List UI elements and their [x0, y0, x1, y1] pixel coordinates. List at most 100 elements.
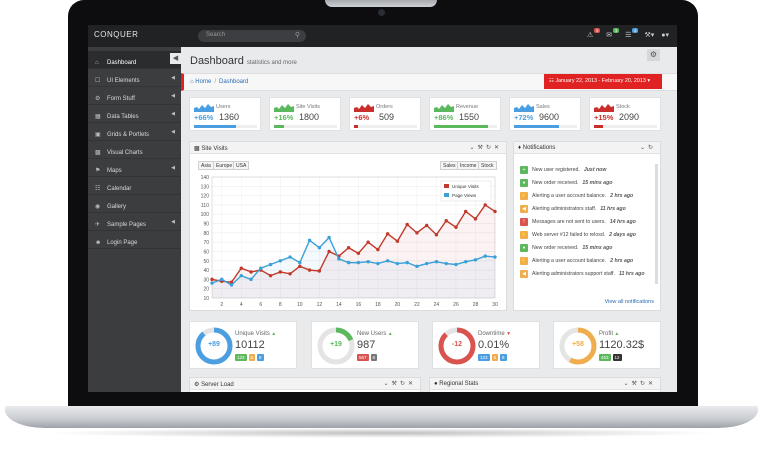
- search-input[interactable]: Search ⚲: [198, 30, 306, 42]
- breadcrumb-current[interactable]: Dashboard: [218, 79, 249, 85]
- data-point: [405, 222, 409, 227]
- user-menu-icon[interactable]: ●▾: [661, 32, 669, 39]
- sidebar-item-maps[interactable]: ⚑ Maps ◀: [88, 159, 181, 177]
- chevron-left-icon: ◀: [171, 111, 175, 117]
- sidebar-toggle-button[interactable]: ◀: [170, 53, 181, 64]
- stat-tile[interactable]: Stock +15% 2090: [589, 97, 661, 131]
- warning-icon[interactable]: ⚠ 5: [587, 28, 601, 39]
- close-icon[interactable]: ✕: [647, 381, 656, 387]
- data-point: [454, 225, 458, 229]
- stat-percent: +6%: [354, 113, 370, 122]
- notification-item[interactable]: ! Messages are not sent to users. 14 hrs a…: [520, 215, 648, 228]
- wrench-icon[interactable]: ⚒▾: [644, 32, 655, 39]
- wrench-icon[interactable]: ⚒: [631, 381, 640, 387]
- notification-item[interactable]: ⚡ Web server #12 failed to relosd. 2 days …: [520, 228, 648, 241]
- data-point: [298, 260, 302, 265]
- data-point: [307, 268, 312, 272]
- sidebar-item-grids[interactable]: ▣ Grids & Portlets ◀: [88, 123, 181, 141]
- y-tick-label: 10: [203, 296, 209, 302]
- notification-item[interactable]: ◀ Alerting administrators staff. 11 hrs ag…: [520, 202, 648, 215]
- sidebar-item-gallery[interactable]: ◉ Gallery: [88, 195, 181, 213]
- bell-icon: ♦: [520, 178, 528, 187]
- x-tick-label: 20: [395, 302, 401, 308]
- date-range-button[interactable]: ☷ January 22, 2013 - February 20, 2013 ▾: [544, 74, 662, 89]
- sidebar-item-data-tables[interactable]: ▦ Data Tables ◀: [88, 105, 181, 123]
- close-icon[interactable]: ✕: [407, 381, 416, 387]
- sidebar-item-ui-elements[interactable]: ☐ UI Elements ◀: [88, 69, 181, 87]
- y-tick-label: 30: [203, 277, 209, 283]
- app-logo[interactable]: CONQUER: [94, 30, 139, 39]
- reload-icon[interactable]: ↻: [485, 145, 494, 151]
- wrench-icon[interactable]: ⚒: [477, 145, 486, 151]
- inbox-icon[interactable]: ✉ 3: [606, 28, 620, 39]
- cogs-icon: ⚙: [95, 96, 101, 102]
- stat-tile[interactable]: Revenue +86% 1550: [429, 97, 501, 131]
- notification-item[interactable]: ⚡ Alerting a user account balance. 2 hrs a…: [520, 189, 648, 202]
- reload-icon[interactable]: ↻: [399, 381, 408, 387]
- data-point: [405, 260, 409, 265]
- notification-text: Alerting a user account balance.: [532, 257, 607, 264]
- circle-label: Unique Visits ▲: [235, 331, 276, 337]
- tab-income[interactable]: Income: [457, 161, 480, 170]
- stat-progress-bar: [194, 125, 257, 128]
- wrench-icon[interactable]: ⚒: [391, 381, 400, 387]
- notification-time: 2 days ago: [609, 231, 636, 238]
- stat-tile[interactable]: Orders +6% 509: [349, 97, 421, 131]
- x-tick-label: 24: [434, 302, 440, 308]
- tab-sales[interactable]: Sales: [440, 161, 459, 170]
- view-all-notifications-link[interactable]: View all notifications: [604, 299, 654, 305]
- tab-asia[interactable]: Asia: [198, 161, 214, 170]
- chevron-down-icon[interactable]: ⌄: [639, 145, 648, 151]
- search-placeholder: Search: [206, 32, 226, 38]
- server-load-title: Server Load: [201, 382, 234, 388]
- reload-icon[interactable]: ↻: [639, 381, 648, 387]
- site-visits-title: Site Visits: [201, 146, 228, 152]
- search-icon[interactable]: ⚲: [294, 32, 300, 39]
- circle-badge: 123: [478, 354, 490, 361]
- notification-item[interactable]: + New user registered. Just now: [520, 163, 648, 176]
- circle-stat-tile[interactable]: +58 Profit ▲ 1120.32$ 453 12: [553, 321, 661, 369]
- sidebar-item-visual-charts[interactable]: ▩ Visual Charts: [88, 141, 181, 159]
- stat-tile[interactable]: Sales +72% 9600: [509, 97, 581, 131]
- notification-time: 15 mins ago: [582, 244, 613, 251]
- chevron-down-icon[interactable]: ⌄: [623, 381, 632, 387]
- tab-europe[interactable]: Europe: [213, 161, 236, 170]
- circle-badge: 453: [599, 354, 611, 361]
- sidebar-item-dashboard[interactable]: ⌂ Dashboard: [88, 51, 181, 69]
- chevron-down-icon[interactable]: ⌄: [383, 381, 392, 387]
- legend-label: Unique Visits: [452, 184, 479, 189]
- sidebar-item-form-stuff[interactable]: ⚙ Form Stuff ◀: [88, 87, 181, 105]
- notification-item[interactable]: ♦ New order received. 15 mins ago: [520, 176, 648, 189]
- notification-item[interactable]: ◀ Alerting administrators support staff. 1…: [520, 267, 648, 280]
- y-tick-label: 20: [203, 287, 209, 293]
- close-icon[interactable]: ✕: [493, 145, 502, 151]
- sidebar-item-calendar[interactable]: ☷ Calendar: [88, 177, 181, 195]
- sidebar-item-sample-pages[interactable]: ✈ Sample Pages ◀: [88, 213, 181, 231]
- tab-stock[interactable]: Stock: [478, 161, 497, 170]
- tasks-icon[interactable]: ☰ 8: [625, 28, 639, 39]
- plot-frame: [211, 176, 496, 299]
- notifications-scrollbar[interactable]: [655, 164, 658, 284]
- circle-stat-tile[interactable]: -12 Downtime ▼ 0.01% 123 5 8: [432, 321, 540, 369]
- reload-icon[interactable]: ↻: [647, 145, 656, 151]
- tab-usa[interactable]: USA: [233, 161, 250, 170]
- map-marker-icon: ⚑: [95, 168, 101, 174]
- data-point: [220, 277, 224, 282]
- circle-stat-tile[interactable]: +89 Unique Visits ▲ 10112 123 5 8: [189, 321, 297, 369]
- laptop-base: [5, 406, 758, 428]
- notification-item[interactable]: ♦ New order received. 15 mins ago: [520, 241, 648, 254]
- chevron-down-icon[interactable]: ⌄: [469, 145, 478, 151]
- stat-tile[interactable]: Site Visits +16% 1800: [269, 97, 341, 131]
- gear-icon[interactable]: ⚙: [647, 49, 660, 61]
- panel-header: ⚙ Server Load ⌄⚒↻✕: [190, 378, 420, 390]
- circle-label-text: Profit: [599, 331, 614, 337]
- top-icons: ⚠ 5 ✉ 3 ☰ 8 ⚒▾ ●▾: [587, 28, 669, 39]
- series-area: [212, 204, 495, 298]
- arrow-up-icon: ▲: [269, 331, 277, 337]
- notification-item[interactable]: ⚡ Alerting a user account balance. 2 hrs a…: [520, 254, 648, 267]
- circle-label-text: Downtime: [478, 331, 505, 337]
- stat-tile[interactable]: Users +66% 1360: [189, 97, 261, 131]
- circle-stat-tile[interactable]: +19 New Users ▲ 987 567 8: [311, 321, 419, 369]
- breadcrumb-home[interactable]: Home: [195, 79, 212, 85]
- sidebar-item-login-page[interactable]: ☻ Login Page: [88, 231, 181, 249]
